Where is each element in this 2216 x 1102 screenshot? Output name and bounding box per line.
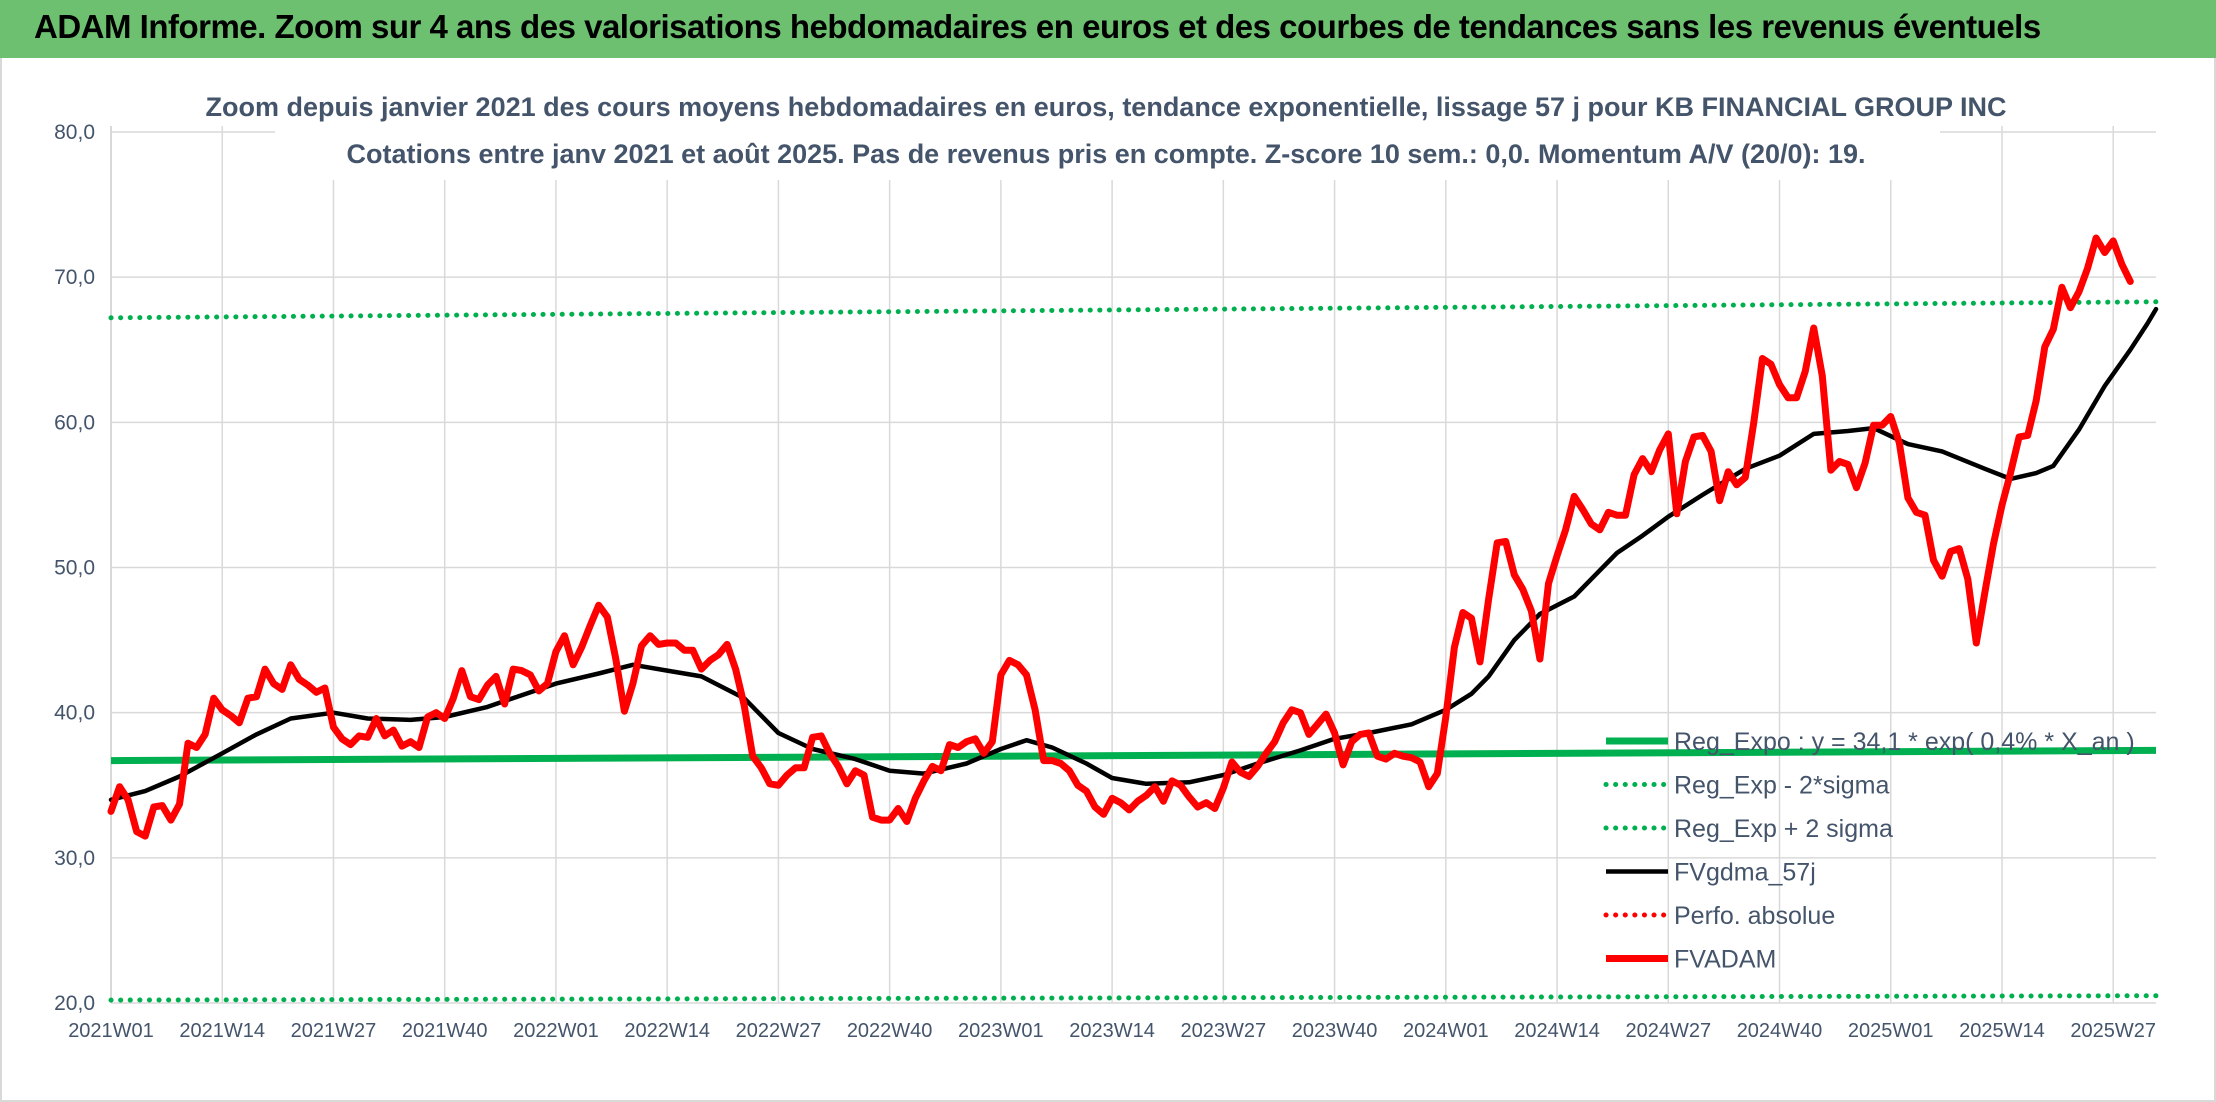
x-tick-label: 2025W27 bbox=[2070, 1020, 2156, 1042]
x-tick-label: 2023W14 bbox=[1069, 1020, 1155, 1042]
x-tick-label: 2024W40 bbox=[1737, 1020, 1823, 1042]
x-tick-label: 2022W27 bbox=[736, 1020, 822, 1042]
y-tick-label: 70,0 bbox=[54, 266, 95, 289]
x-tick-label: 2022W40 bbox=[847, 1020, 933, 1042]
gridlines bbox=[110, 126, 2156, 1004]
x-tick-label: 2021W14 bbox=[179, 1020, 265, 1042]
x-tick-label: 2022W14 bbox=[624, 1020, 710, 1042]
x-tick-label: 2024W01 bbox=[1403, 1020, 1489, 1042]
y-axis-ticks: 20,0 30,0 40,0 50,0 60,0 70,0 80,0 bbox=[54, 121, 95, 1015]
legend-label: Reg_Exp + 2 sigma bbox=[1674, 815, 1893, 843]
x-tick-label: 2021W01 bbox=[68, 1020, 154, 1042]
x-tick-label: 2021W27 bbox=[291, 1020, 377, 1042]
reg-expo-line bbox=[110, 746, 2157, 765]
y-tick-label: 40,0 bbox=[54, 702, 95, 725]
y-tick-label: 60,0 bbox=[54, 411, 95, 434]
x-tick-label: 2023W01 bbox=[958, 1020, 1044, 1042]
fvgdma-57j-line bbox=[108, 306, 2159, 803]
y-tick-label: 50,0 bbox=[54, 557, 95, 580]
legend-label: Perfo. absolue bbox=[1674, 902, 1835, 930]
x-tick-label: 2022W01 bbox=[513, 1020, 599, 1042]
fvadam-line bbox=[107, 234, 2134, 840]
x-axis-ticks: 2021W01 2021W14 2021W27 2021W40 2022W01 2022W… bbox=[68, 1020, 2156, 1042]
legend-label: Reg_Exp - 2*sigma bbox=[1674, 772, 1889, 800]
x-tick-label: 2024W27 bbox=[1625, 1020, 1711, 1042]
x-tick-label: 2023W40 bbox=[1292, 1020, 1378, 1042]
x-tick-label: 2025W14 bbox=[1959, 1020, 2045, 1042]
legend-label: FVgdma_57j bbox=[1674, 859, 1816, 887]
y-tick-label: 30,0 bbox=[54, 847, 95, 870]
chart-subtitle-line-2: Cotations entre janv 2021 et août 2025. … bbox=[346, 139, 1865, 169]
legend: Reg_Expo : y = 34,1 * exp( 0,4% * X_an )… bbox=[1603, 728, 2135, 974]
y-tick-label: 80,0 bbox=[54, 121, 95, 144]
legend-label: Reg_Expo : y = 34,1 * exp( 0,4% * X_an ) bbox=[1674, 728, 2135, 756]
x-tick-label: 2025W01 bbox=[1848, 1020, 1934, 1042]
subtitle-background bbox=[275, 82, 1940, 180]
series-group bbox=[107, 234, 2159, 1003]
y-tick-label: 20,0 bbox=[54, 992, 95, 1015]
x-tick-label: 2021W40 bbox=[402, 1020, 488, 1042]
reg-exp-plus-2sigma-line bbox=[108, 299, 2159, 321]
legend-label: FVADAM bbox=[1674, 946, 1776, 974]
x-tick-label: 2024W14 bbox=[1514, 1020, 1600, 1042]
x-tick-label: 2023W27 bbox=[1181, 1020, 1267, 1042]
report-banner: ADAM Informe. Zoom sur 4 ans des valoris… bbox=[0, 0, 2216, 58]
chart-subtitle-line-1: Zoom depuis janvier 2021 des cours moyen… bbox=[206, 92, 2007, 122]
reg-exp-minus-2sigma-line bbox=[108, 993, 2159, 1003]
report-title: ADAM Informe. Zoom sur 4 ans des valoris… bbox=[34, 8, 2041, 45]
